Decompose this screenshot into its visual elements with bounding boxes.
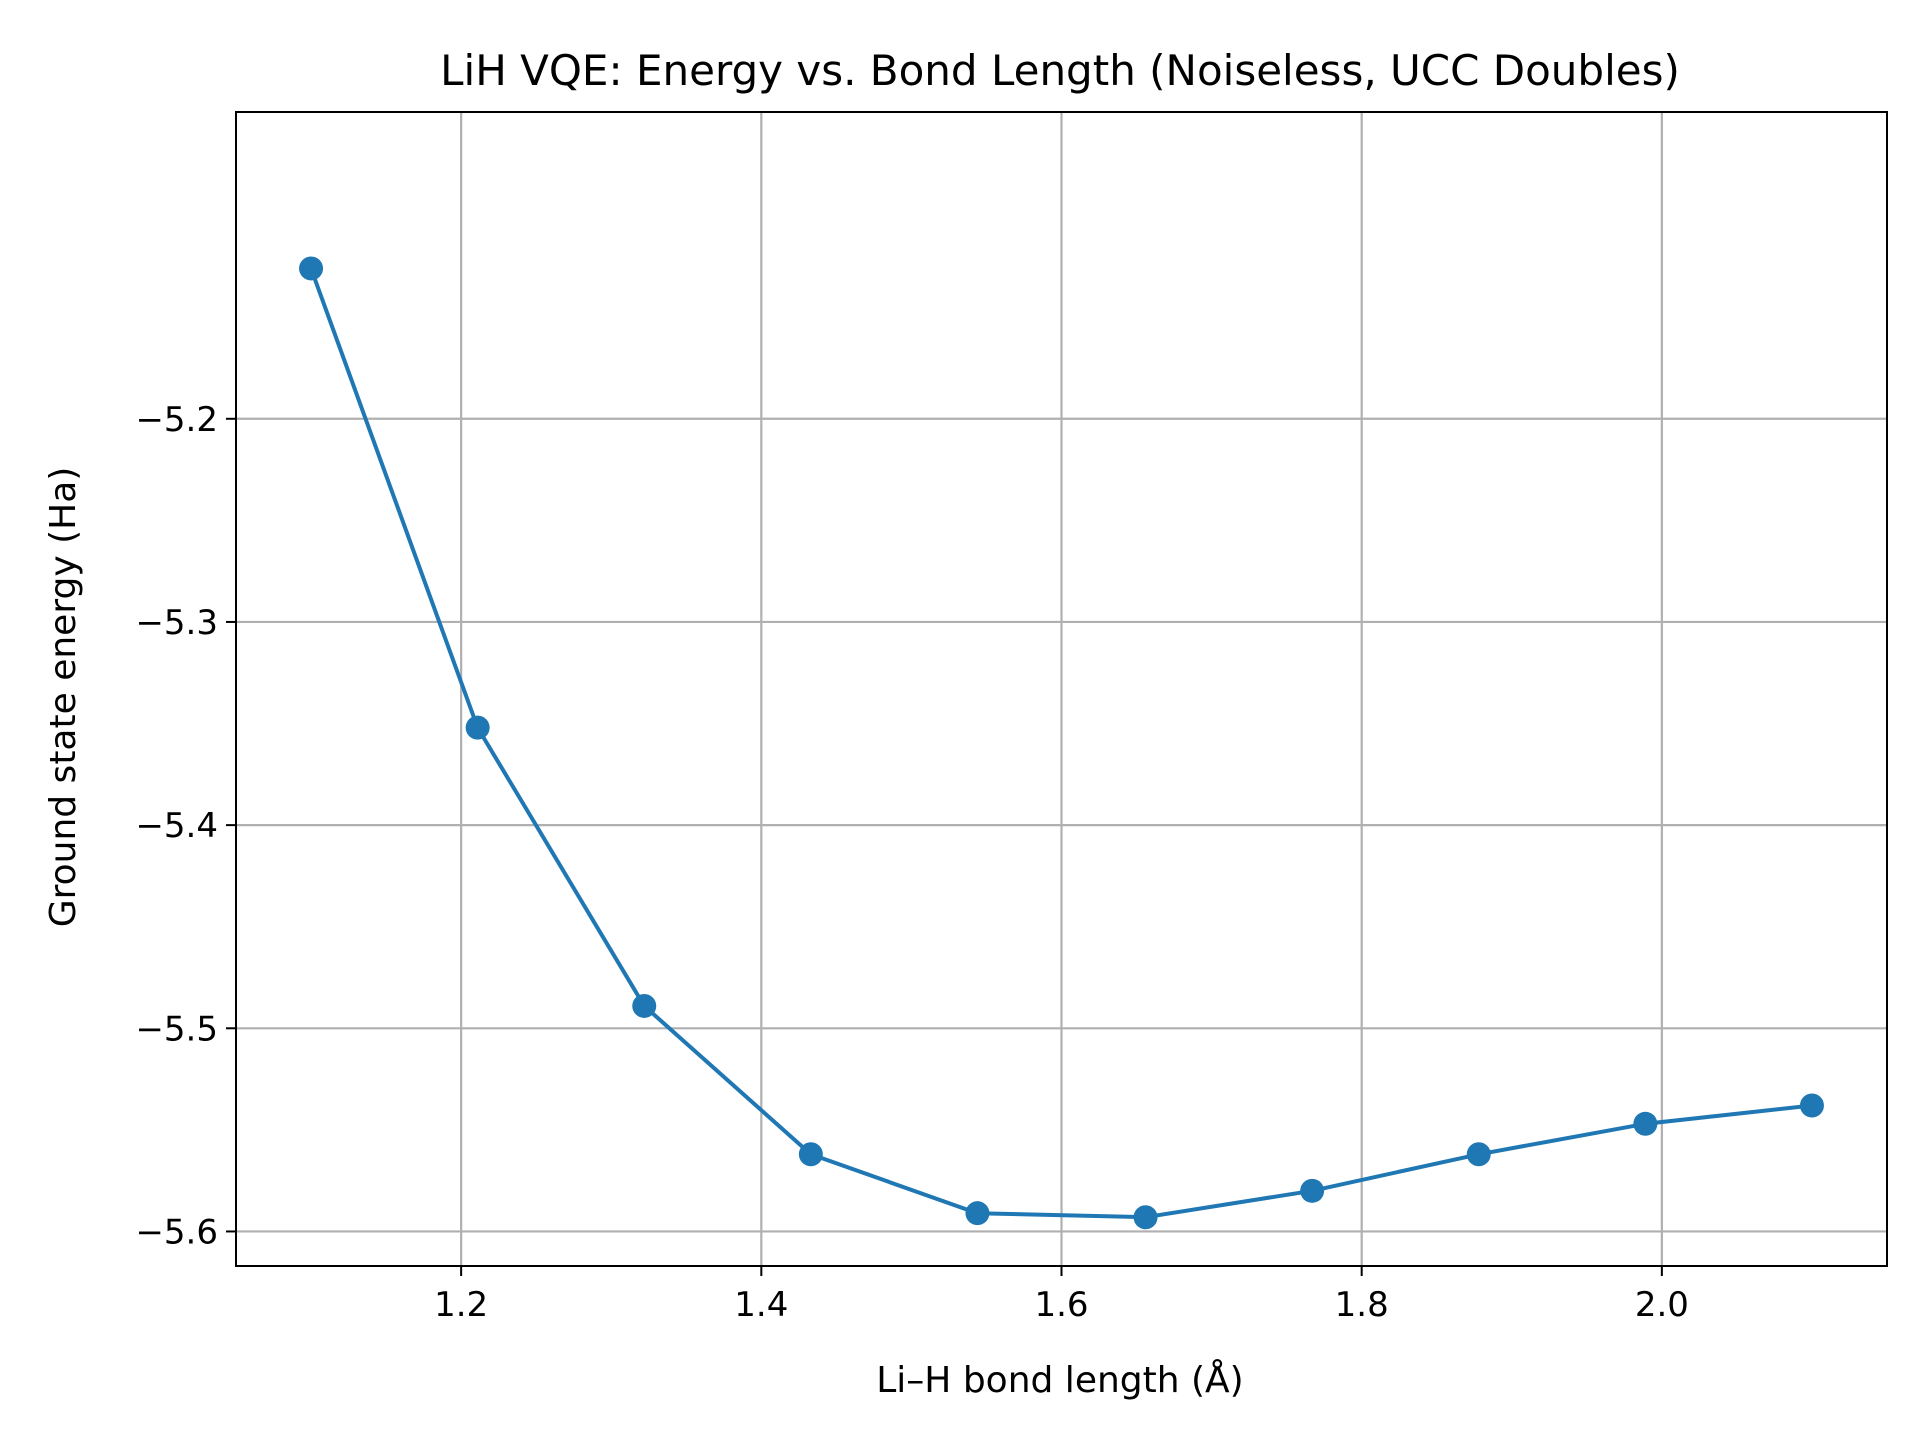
data-point xyxy=(1633,1111,1658,1136)
chart-title: LiH VQE: Energy vs. Bond Length (Noisele… xyxy=(440,46,1680,95)
data-point xyxy=(632,993,657,1018)
x-tick-label: 1.8 xyxy=(1335,1285,1389,1325)
data-point xyxy=(465,715,490,740)
axis-ticks: 1.2 1.4 1.6 1.8 2.0 −5.2 −5.3 −5.4 −5.5 −5.6 xyxy=(135,400,1688,1325)
y-axis-label: Ground state energy (Ha) xyxy=(43,467,84,928)
grid xyxy=(236,112,1887,1266)
series-layer xyxy=(299,256,1824,1230)
data-point xyxy=(299,256,324,281)
x-tick-label: 2.0 xyxy=(1635,1285,1689,1325)
series-line xyxy=(309,267,1813,1220)
x-tick-label: 1.2 xyxy=(434,1285,488,1325)
data-point xyxy=(1799,1093,1824,1118)
y-tick-label: −5.2 xyxy=(135,400,218,440)
data-point xyxy=(798,1142,823,1167)
data-point xyxy=(1300,1178,1325,1203)
data-point xyxy=(1133,1205,1158,1230)
x-tick-label: 1.6 xyxy=(1034,1285,1088,1325)
data-point xyxy=(965,1201,990,1226)
y-tick-label: −5.3 xyxy=(135,603,218,643)
x-tick-label: 1.4 xyxy=(734,1285,788,1325)
y-tick-label: −5.6 xyxy=(135,1212,218,1252)
y-tick-label: −5.4 xyxy=(135,806,218,846)
data-point xyxy=(1466,1142,1491,1167)
x-axis-label: Li–H bond length (Å) xyxy=(876,1358,1243,1401)
y-tick-label: −5.5 xyxy=(135,1009,218,1049)
